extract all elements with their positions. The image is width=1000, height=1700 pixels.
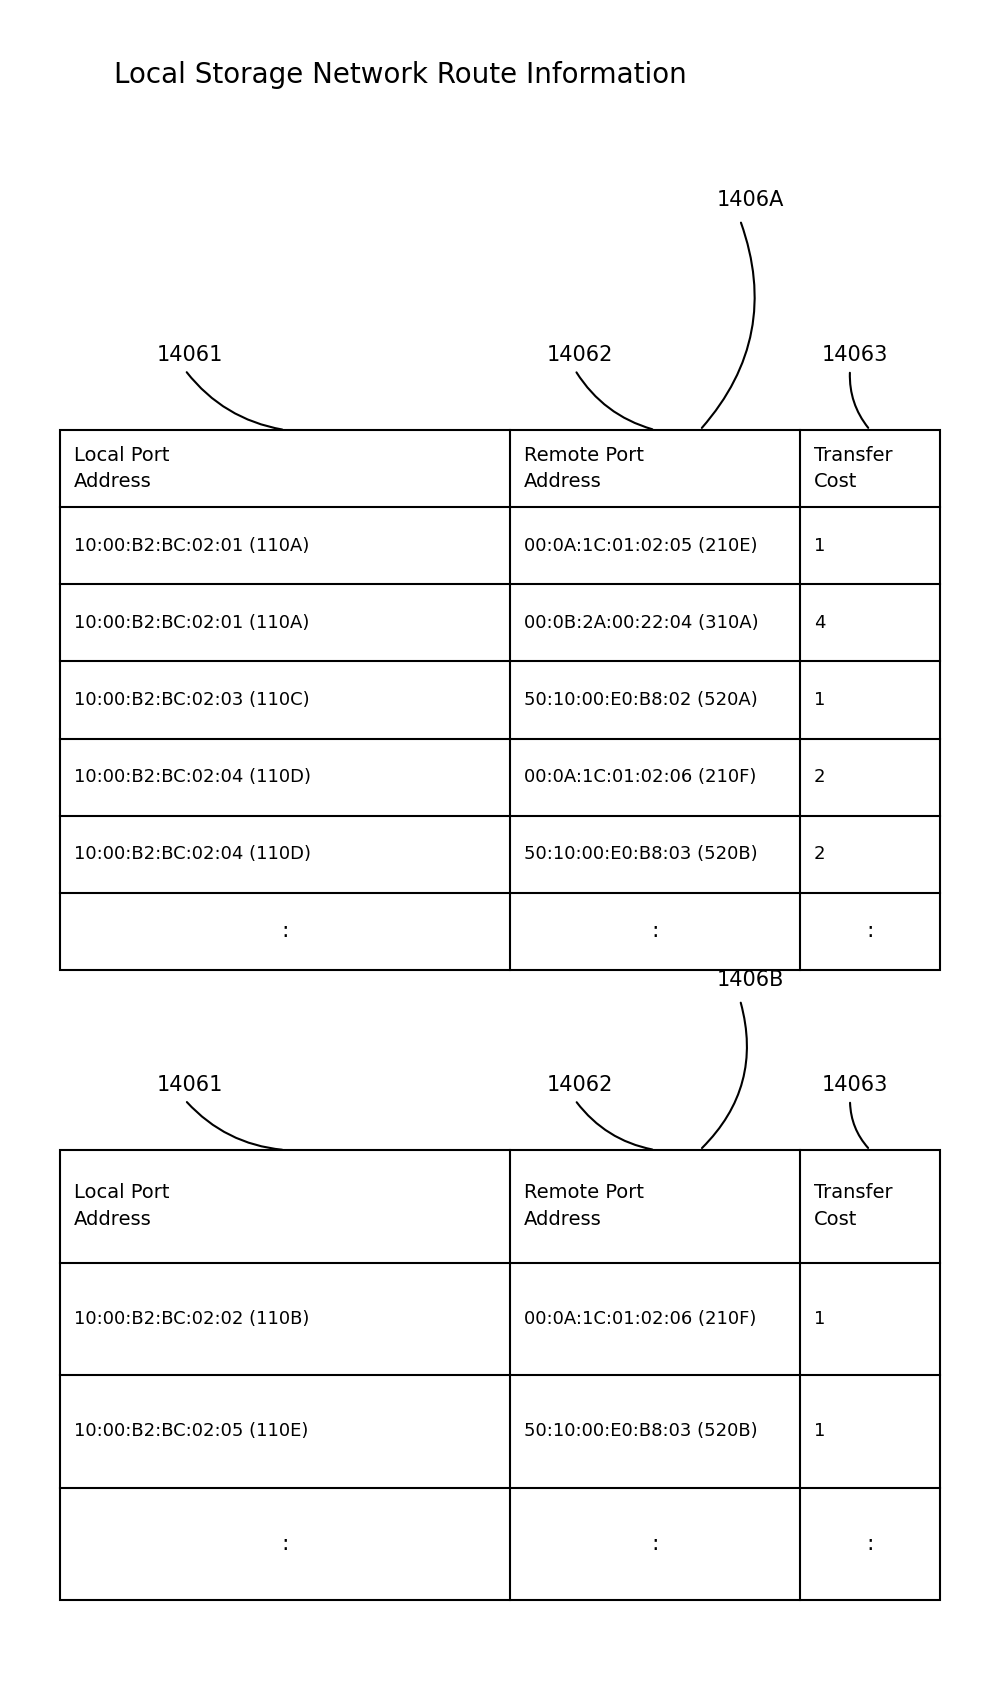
Text: 14062: 14062	[547, 1074, 613, 1095]
Text: Local Storage Network Route Information: Local Storage Network Route Information	[114, 61, 686, 88]
Text: 14062: 14062	[547, 345, 613, 366]
Text: 2: 2	[814, 768, 826, 785]
Text: Local Port
Address: Local Port Address	[74, 445, 170, 491]
Text: Transfer
Cost: Transfer Cost	[814, 445, 893, 491]
FancyArrowPatch shape	[702, 223, 755, 428]
Text: 00:0B:2A:00:22:04 (310A): 00:0B:2A:00:22:04 (310A)	[524, 614, 759, 632]
Text: 1: 1	[814, 1423, 825, 1440]
Text: :: :	[866, 921, 874, 942]
Text: 10:00:B2:BC:02:04 (110D): 10:00:B2:BC:02:04 (110D)	[74, 845, 311, 864]
FancyArrowPatch shape	[702, 1003, 747, 1148]
Text: 14063: 14063	[822, 1074, 888, 1095]
Text: Remote Port
Address: Remote Port Address	[524, 1183, 644, 1229]
Text: 14061: 14061	[157, 1074, 223, 1095]
FancyArrowPatch shape	[187, 372, 282, 430]
Text: 10:00:B2:BC:02:01 (110A): 10:00:B2:BC:02:01 (110A)	[74, 537, 309, 554]
FancyArrowPatch shape	[577, 1102, 652, 1149]
FancyArrowPatch shape	[850, 1103, 868, 1148]
Text: 50:10:00:E0:B8:03 (520B): 50:10:00:E0:B8:03 (520B)	[524, 845, 758, 864]
Text: :: :	[866, 1533, 874, 1554]
Text: 10:00:B2:BC:02:03 (110C): 10:00:B2:BC:02:03 (110C)	[74, 690, 310, 709]
Text: Transfer
Cost: Transfer Cost	[814, 1183, 893, 1229]
Text: :: :	[651, 1533, 659, 1554]
Text: 00:0A:1C:01:02:06 (210F): 00:0A:1C:01:02:06 (210F)	[524, 768, 756, 785]
Text: 50:10:00:E0:B8:03 (520B): 50:10:00:E0:B8:03 (520B)	[524, 1423, 758, 1440]
Text: 1406A: 1406A	[716, 190, 784, 211]
Text: 1406B: 1406B	[716, 971, 784, 989]
FancyArrowPatch shape	[850, 372, 868, 428]
Text: 14063: 14063	[822, 345, 888, 366]
FancyArrowPatch shape	[576, 372, 652, 430]
Text: 1: 1	[814, 1309, 825, 1328]
Text: 1: 1	[814, 537, 825, 554]
Text: :: :	[651, 921, 659, 942]
Text: 00:0A:1C:01:02:05 (210E): 00:0A:1C:01:02:05 (210E)	[524, 537, 758, 554]
Text: 10:00:B2:BC:02:04 (110D): 10:00:B2:BC:02:04 (110D)	[74, 768, 311, 785]
Text: :: :	[281, 1533, 289, 1554]
Text: 00:0A:1C:01:02:06 (210F): 00:0A:1C:01:02:06 (210F)	[524, 1309, 756, 1328]
Text: 1: 1	[814, 690, 825, 709]
Bar	[60, 1149, 940, 1600]
Text: 50:10:00:E0:B8:02 (520A): 50:10:00:E0:B8:02 (520A)	[524, 690, 758, 709]
Text: Remote Port
Address: Remote Port Address	[524, 445, 644, 491]
Text: 10:00:B2:BC:02:01 (110A): 10:00:B2:BC:02:01 (110A)	[74, 614, 309, 632]
Text: 10:00:B2:BC:02:02 (110B): 10:00:B2:BC:02:02 (110B)	[74, 1309, 309, 1328]
Text: Local Port
Address: Local Port Address	[74, 1183, 170, 1229]
Text: 4: 4	[814, 614, 826, 632]
Text: 10:00:B2:BC:02:05 (110E): 10:00:B2:BC:02:05 (110E)	[74, 1423, 308, 1440]
Text: 2: 2	[814, 845, 826, 864]
Bar	[60, 430, 940, 971]
FancyArrowPatch shape	[187, 1102, 282, 1149]
Text: 14061: 14061	[157, 345, 223, 366]
Text: :: :	[281, 921, 289, 942]
